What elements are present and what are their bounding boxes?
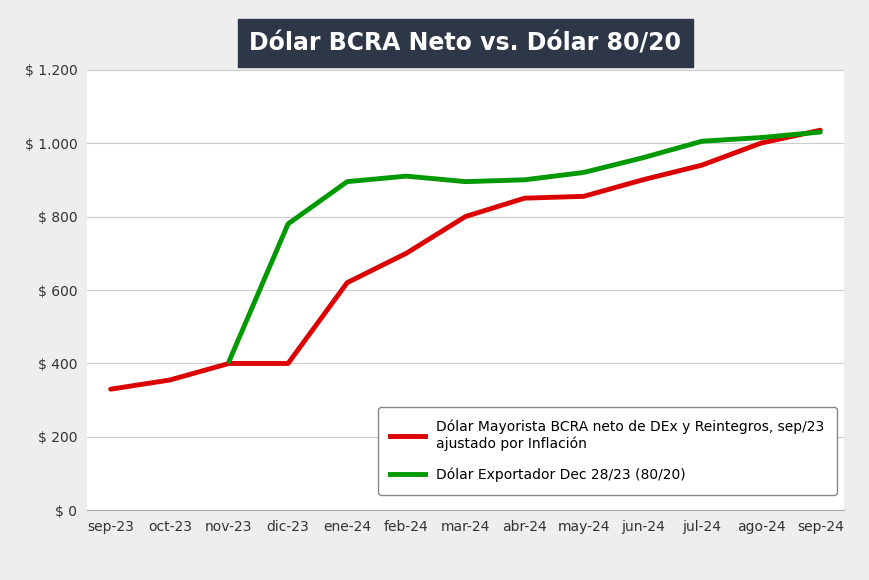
Legend: Dólar Mayorista BCRA neto de DEx y Reintegros, sep/23
ajustado por Inflación, Dó: Dólar Mayorista BCRA neto de DEx y Reint…: [377, 407, 836, 495]
Title: Dólar BCRA Neto vs. Dólar 80/20: Dólar BCRA Neto vs. Dólar 80/20: [249, 31, 680, 55]
